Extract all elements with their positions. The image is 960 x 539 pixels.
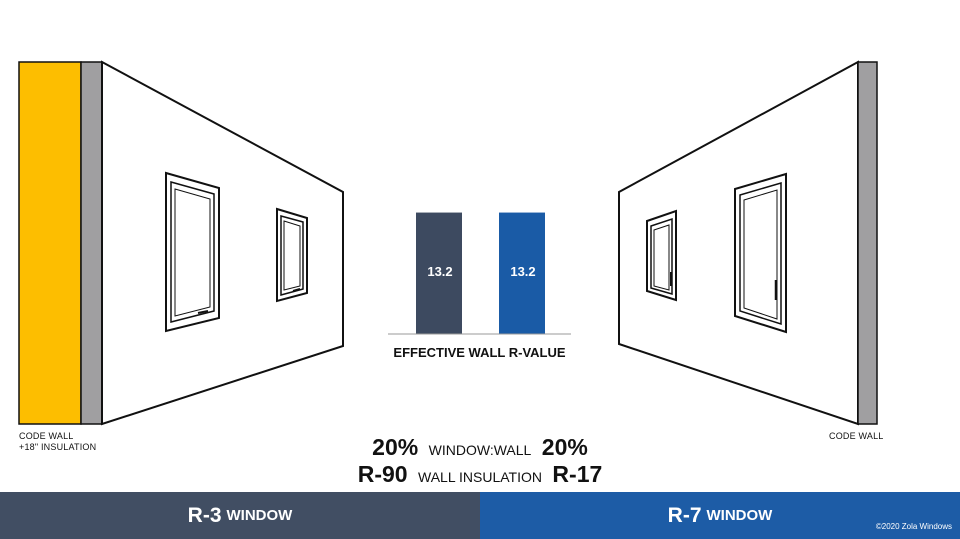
left-small-window-icon [276, 207, 308, 303]
right-wall-edge [857, 61, 878, 425]
chart-title: EFFECTIVE WALL R-VALUE [393, 345, 566, 360]
r-value-bar-chart [388, 212, 571, 335]
wall-insulation-right: R-17 [552, 461, 603, 487]
window-wall-ratio-right: 20% [541, 434, 588, 460]
bar-r3-window [416, 212, 462, 334]
wall-insulation-row: R-90 WALL INSULATION R-17 [0, 461, 960, 488]
footer-right-strong: R-7 [667, 503, 702, 527]
window-wall-ratio-row: 20% WINDOW:WALL 20% [0, 434, 960, 461]
right-small-window-icon [646, 209, 677, 302]
wall-insulation-caption: WALL INSULATION [418, 469, 542, 485]
footer-left-panel: R-3 WINDOW [0, 492, 480, 539]
bar-value-label-left: 13.2 [427, 264, 453, 279]
footer-right-panel: R-7 WINDOW [480, 492, 960, 539]
bar-value-label-right: 13.2 [510, 264, 536, 279]
footer-right-sub: WINDOW [706, 507, 773, 524]
right-wall-label: CODE WALL [829, 431, 884, 441]
footer-left-strong: R-3 [187, 503, 222, 527]
left-wall-label-line1: CODE WALL [19, 431, 74, 441]
footer-left-sub: WINDOW [226, 507, 293, 524]
bar-r7-window [499, 212, 545, 334]
right-large-window-icon [734, 172, 787, 334]
left-wall-label-line2: +18" INSULATION [19, 442, 97, 452]
left-wall-face [101, 60, 344, 426]
window-wall-ratio-left: 20% [372, 434, 419, 460]
window-wall-ratio-caption: WINDOW:WALL [428, 442, 532, 458]
copyright-text: ©2020 Zola Windows [875, 522, 952, 531]
left-large-window-icon [165, 171, 220, 333]
left-wall-edge [80, 61, 103, 425]
left-wall-label: CODE WALL +18" INSULATION [19, 431, 96, 453]
left-insulation-layer [18, 61, 82, 425]
wall-insulation-left: R-90 [357, 461, 408, 487]
